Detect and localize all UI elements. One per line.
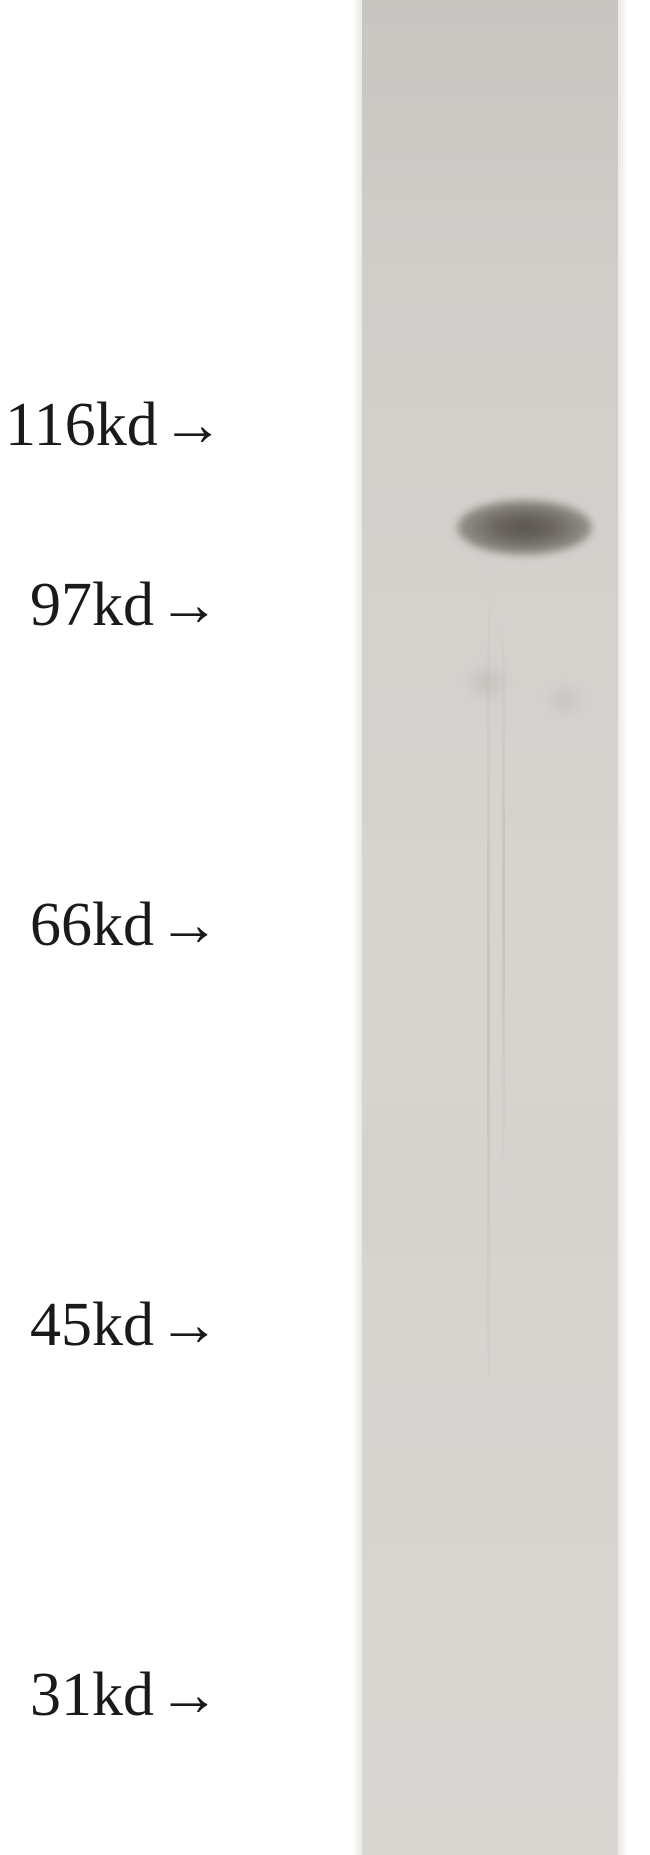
artifact-smudge — [552, 690, 577, 710]
arrow-icon: → — [162, 390, 224, 461]
marker-value: 66kd — [30, 890, 154, 961]
mw-marker-116kd: 116kd → — [5, 390, 224, 461]
artifact-streak — [487, 550, 490, 1450]
mw-marker-97kd: 97kd → — [30, 570, 220, 641]
protein-band-main — [457, 500, 592, 555]
marker-value: 45kd — [30, 1290, 154, 1361]
marker-value: 116kd — [5, 390, 158, 461]
arrow-icon: → — [158, 890, 220, 961]
mw-marker-66kd: 66kd → — [30, 890, 220, 961]
marker-value: 97kd — [30, 570, 154, 641]
arrow-icon: → — [158, 1290, 220, 1361]
blot-figure: WWW.PTGLAB.COM 116kd → 97kd → 66kd → 45k… — [0, 0, 650, 1855]
marker-value: 31kd — [30, 1660, 154, 1731]
arrow-icon: → — [158, 570, 220, 641]
artifact-streak — [502, 600, 505, 1200]
mw-marker-31kd: 31kd → — [30, 1660, 220, 1731]
blot-lane — [360, 0, 620, 1855]
mw-marker-45kd: 45kd → — [30, 1290, 220, 1361]
arrow-icon: → — [158, 1660, 220, 1731]
